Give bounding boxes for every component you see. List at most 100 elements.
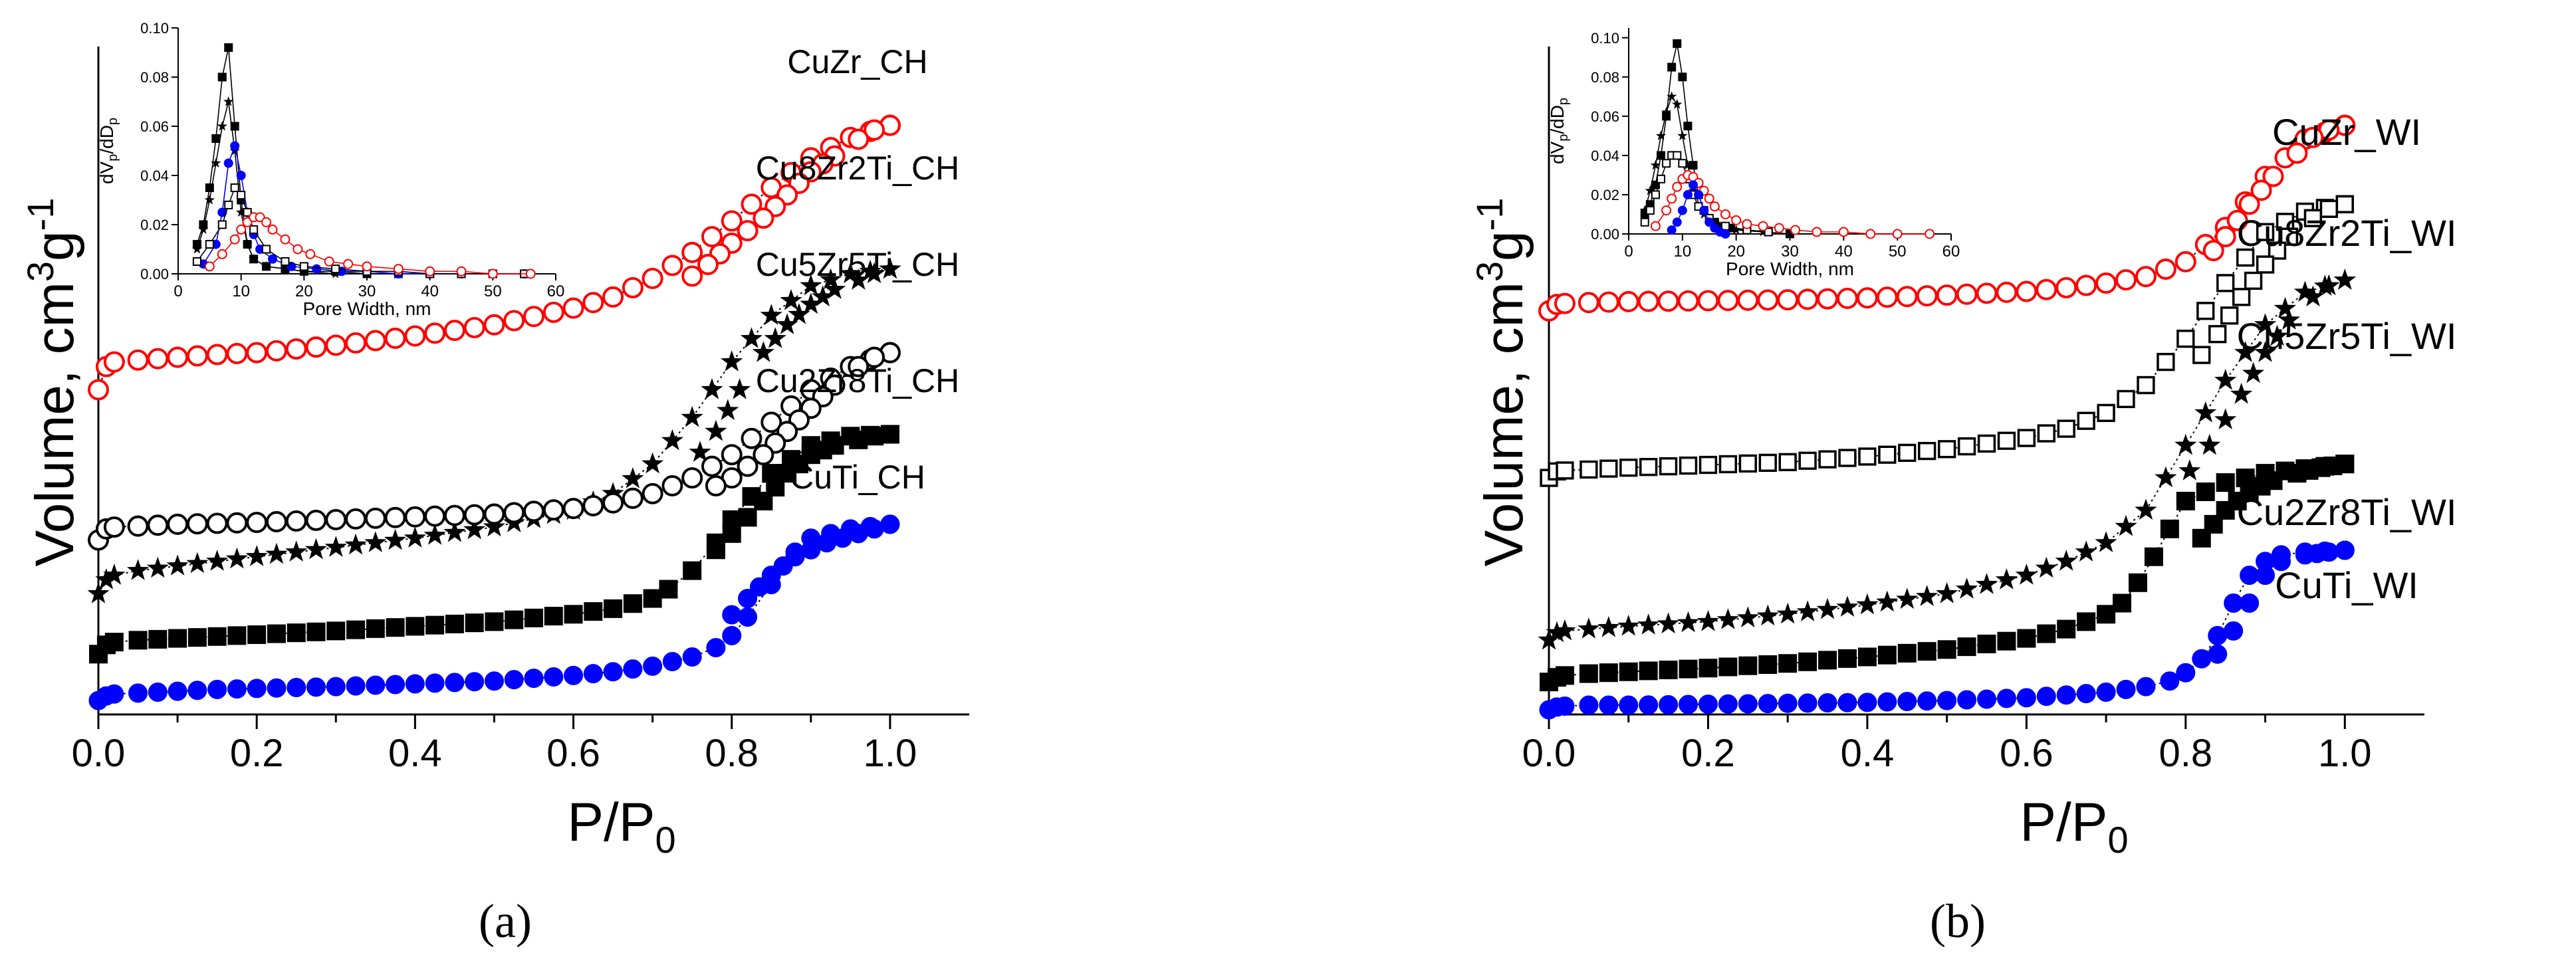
data-point: [760, 304, 782, 325]
data-point: [2076, 684, 2096, 704]
data-point: [1657, 290, 1679, 312]
x-axis-title-a: P/P0: [567, 792, 675, 861]
data-point: [721, 444, 743, 466]
data-point: [701, 378, 723, 399]
data-point: [1957, 437, 1976, 456]
data-point: [761, 566, 781, 586]
data-point: [423, 524, 446, 545]
inset-y-tick-label: 0.02: [140, 217, 169, 233]
data-point: [2113, 593, 2132, 613]
inset-data-point: [305, 249, 316, 259]
data-point: [287, 678, 306, 698]
data-point: [738, 589, 758, 609]
data-point: [1758, 453, 1777, 473]
data-point: [483, 314, 505, 336]
inset-data-point: [425, 266, 435, 276]
data-point: [364, 330, 386, 352]
data-point: [1718, 657, 1738, 677]
inset-data-point: [1678, 159, 1687, 168]
data-point: [823, 278, 846, 299]
data-point: [1554, 292, 1576, 314]
inset-data-point: [261, 261, 272, 271]
data-point: [623, 659, 643, 679]
data-point: [2278, 308, 2301, 330]
data-point: [2055, 550, 2077, 571]
data-point: [267, 624, 286, 643]
inset-y-tick-label: 0.06: [140, 118, 169, 135]
data-point: [2135, 498, 2157, 520]
data-point: [326, 677, 346, 697]
series-CuZr_WI: [1538, 114, 2356, 322]
inset-series-CuZr_WI: [1650, 169, 1935, 239]
data-point: [2178, 459, 2201, 481]
data-point: [2216, 274, 2235, 292]
data-point: [2136, 677, 2156, 697]
inset-data-point: [1662, 159, 1671, 168]
x-tick-label-b: 0.0: [1522, 732, 1576, 775]
inset-data-point: [1666, 91, 1677, 101]
data-point: [2036, 687, 2056, 706]
inset-data-point: [230, 183, 239, 193]
data-point: [697, 254, 719, 275]
data-point: [2077, 612, 2096, 631]
data-point: [344, 533, 367, 555]
inset-data-point: [235, 207, 247, 217]
data-point: [642, 482, 663, 504]
data-point: [584, 602, 603, 621]
data-point: [465, 613, 484, 633]
data-point: [1757, 289, 1779, 311]
data-point: [345, 508, 367, 530]
data-point: [2216, 473, 2235, 492]
data-point: [2262, 165, 2284, 187]
data-point: [2035, 556, 2057, 578]
data-point: [88, 379, 109, 401]
data-point: [2226, 209, 2248, 231]
series-CuZr_CH: [88, 114, 901, 401]
data-point: [729, 378, 751, 399]
data-point: [776, 313, 798, 334]
data-point: [306, 622, 326, 641]
data-point: [2240, 593, 2260, 613]
panel-a: 0.0 0.2 0.4 0.6 0.8 1.0 CuZr_CH Cu8Zr2Ti_CH Cu5Z…: [19, 20, 969, 948]
data-point: [384, 528, 407, 550]
data-point: [1896, 588, 1919, 609]
data-point: [740, 327, 763, 348]
inset-data-point: [1677, 130, 1688, 140]
data-point: [404, 526, 426, 548]
data-point: [2287, 464, 2307, 483]
data-point: [643, 656, 663, 676]
data-point: [523, 306, 544, 328]
data-point: [1778, 453, 1797, 471]
data-point: [1619, 459, 1638, 477]
data-point: [1977, 634, 1996, 653]
inset-data-point: [237, 191, 246, 200]
data-point: [227, 679, 247, 699]
inset-data-point: [243, 207, 252, 217]
caption-a: (a): [479, 895, 532, 948]
inset-data-point: [1731, 215, 1742, 225]
data-point: [749, 577, 769, 597]
data-point: [267, 678, 287, 698]
data-point: [2095, 531, 2117, 552]
data-point: [622, 276, 644, 298]
data-point: [1857, 693, 1877, 712]
x-axis-title-b-sub: 0: [2108, 819, 2129, 861]
inset-y-title-sub1: p: [106, 154, 120, 161]
data-point: [2075, 274, 2097, 296]
data-point: [752, 341, 774, 362]
data-point: [1599, 459, 1618, 478]
data-point: [643, 589, 662, 608]
data-point: [1579, 695, 1599, 715]
data-point: [87, 582, 110, 603]
inset-data-point: [230, 141, 240, 151]
data-point: [2232, 288, 2251, 306]
data-point: [2160, 671, 2180, 691]
data-point: [126, 559, 150, 580]
data-point: [285, 540, 308, 562]
inset-y-tick-label: 0.02: [1591, 187, 1619, 203]
data-point: [2037, 424, 2055, 443]
data-point: [2198, 433, 2221, 455]
data-point: [1856, 593, 1879, 615]
data-point: [2176, 330, 2195, 348]
